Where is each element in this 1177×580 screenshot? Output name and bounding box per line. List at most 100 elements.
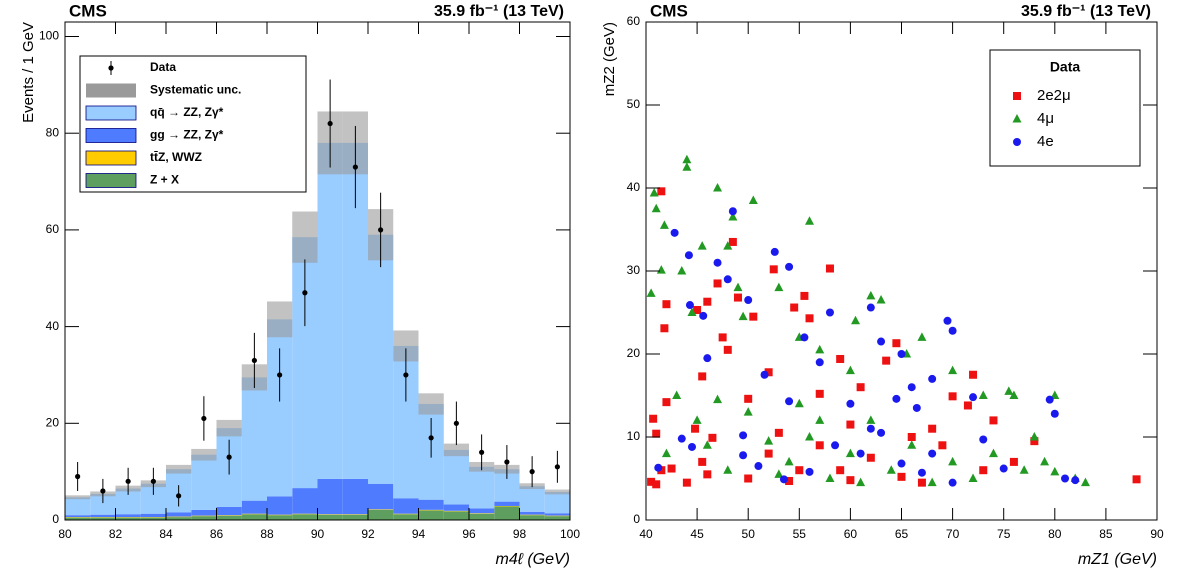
marker-triangle [969, 474, 978, 483]
marker-triangle [887, 465, 896, 474]
marker-triangle [672, 391, 681, 400]
marker-square [734, 294, 742, 302]
x-tick-label: 75 [997, 527, 1011, 541]
marker-circle [739, 431, 747, 439]
x-tick-label: 70 [946, 527, 960, 541]
marker-triangle [660, 220, 669, 229]
stack-bar [65, 497, 90, 515]
marker-triangle [682, 162, 691, 171]
marker-circle [800, 333, 808, 341]
legend-label: tt̄Z, WWZ [150, 150, 202, 164]
y-tick-label: 0 [52, 512, 59, 526]
y-tick-label: 60 [627, 14, 641, 28]
stack-bar [393, 514, 418, 520]
x-axis-label: mZ1 (GeV) [1078, 551, 1157, 568]
marker-circle [908, 383, 916, 391]
marker-circle [785, 263, 793, 271]
marker-square [668, 465, 676, 473]
marker-triangle [928, 478, 937, 487]
marker-square [846, 421, 854, 429]
stack-bar [65, 515, 90, 517]
legend-label: Systematic unc. [150, 83, 241, 97]
marker-square [826, 265, 834, 273]
marker-circle [918, 469, 926, 477]
legend-label: 4μ [1037, 110, 1054, 127]
marker-square [969, 371, 977, 379]
marker-square [691, 425, 699, 433]
data-point [100, 488, 105, 493]
marker-triangle [917, 332, 926, 341]
stack-bar [242, 514, 267, 520]
marker-square [657, 187, 665, 195]
data-point [252, 358, 257, 363]
marker-circle [877, 338, 885, 346]
marker-square [652, 480, 660, 488]
marker-square [683, 479, 691, 487]
x-tick-label: 60 [844, 527, 858, 541]
legend-box [80, 56, 306, 192]
marker-circle [1061, 475, 1069, 483]
marker-triangle [1004, 386, 1013, 395]
stack-bar [191, 455, 216, 510]
syst-band [191, 449, 216, 461]
marker-circle [688, 443, 696, 451]
marker-triangle [713, 395, 722, 404]
marker-circle [654, 464, 662, 472]
y-axis-label: Events / 1 GeV [20, 22, 37, 123]
stack-bar [343, 479, 368, 514]
marker-circle [928, 450, 936, 458]
marker-circle [1000, 465, 1008, 473]
marker-triangle [846, 449, 855, 458]
marker-square [918, 479, 926, 487]
stack-bar [520, 486, 545, 512]
stack-bar [217, 516, 242, 520]
x-tick-label: 94 [412, 527, 426, 541]
marker-triangle [749, 195, 758, 204]
marker-triangle [662, 449, 671, 458]
legend-title: Data [1050, 59, 1081, 75]
marker-circle [785, 397, 793, 405]
marker-triangle [815, 415, 824, 424]
marker-triangle [795, 399, 804, 408]
marker-circle [771, 248, 779, 256]
marker-circle [892, 395, 900, 403]
x-tick-label: 65 [895, 527, 909, 541]
legend-marker [108, 65, 113, 70]
marker-square [703, 470, 711, 478]
marker-square [749, 313, 757, 321]
marker-circle [949, 479, 957, 487]
marker-square [806, 314, 814, 322]
stack-bar [469, 508, 494, 513]
marker-square [938, 441, 946, 449]
x-tick-label: 82 [109, 527, 123, 541]
marker-square [949, 392, 957, 400]
data-point [403, 372, 408, 377]
marker-triangle [1050, 467, 1059, 476]
marker-triangle [713, 183, 722, 192]
x-tick-label: 98 [513, 527, 527, 541]
marker-square [790, 304, 798, 312]
stack-bar [242, 501, 267, 514]
stack-bar [292, 488, 317, 514]
marker-circle [685, 251, 693, 259]
stack-bar [166, 512, 191, 516]
x-tick-label: 96 [462, 527, 476, 541]
marker-square [928, 425, 936, 433]
stack-bar [191, 516, 216, 520]
marker-square [698, 372, 706, 380]
marker-triangle [1040, 457, 1049, 466]
marker-square [649, 415, 657, 423]
stack-bar [469, 514, 494, 520]
marker-square [816, 441, 824, 449]
x-tick-label: 100 [560, 527, 580, 541]
marker-triangle [979, 391, 988, 400]
marker-triangle [774, 283, 783, 292]
x-tick-label: 50 [742, 527, 756, 541]
y-tick-label: 40 [46, 319, 60, 333]
marker-triangle [650, 188, 659, 197]
data-point [353, 164, 358, 169]
y-tick-label: 50 [627, 97, 641, 111]
marker-triangle [866, 291, 875, 300]
marker-square [765, 450, 773, 458]
y-tick-label: 20 [627, 346, 641, 360]
